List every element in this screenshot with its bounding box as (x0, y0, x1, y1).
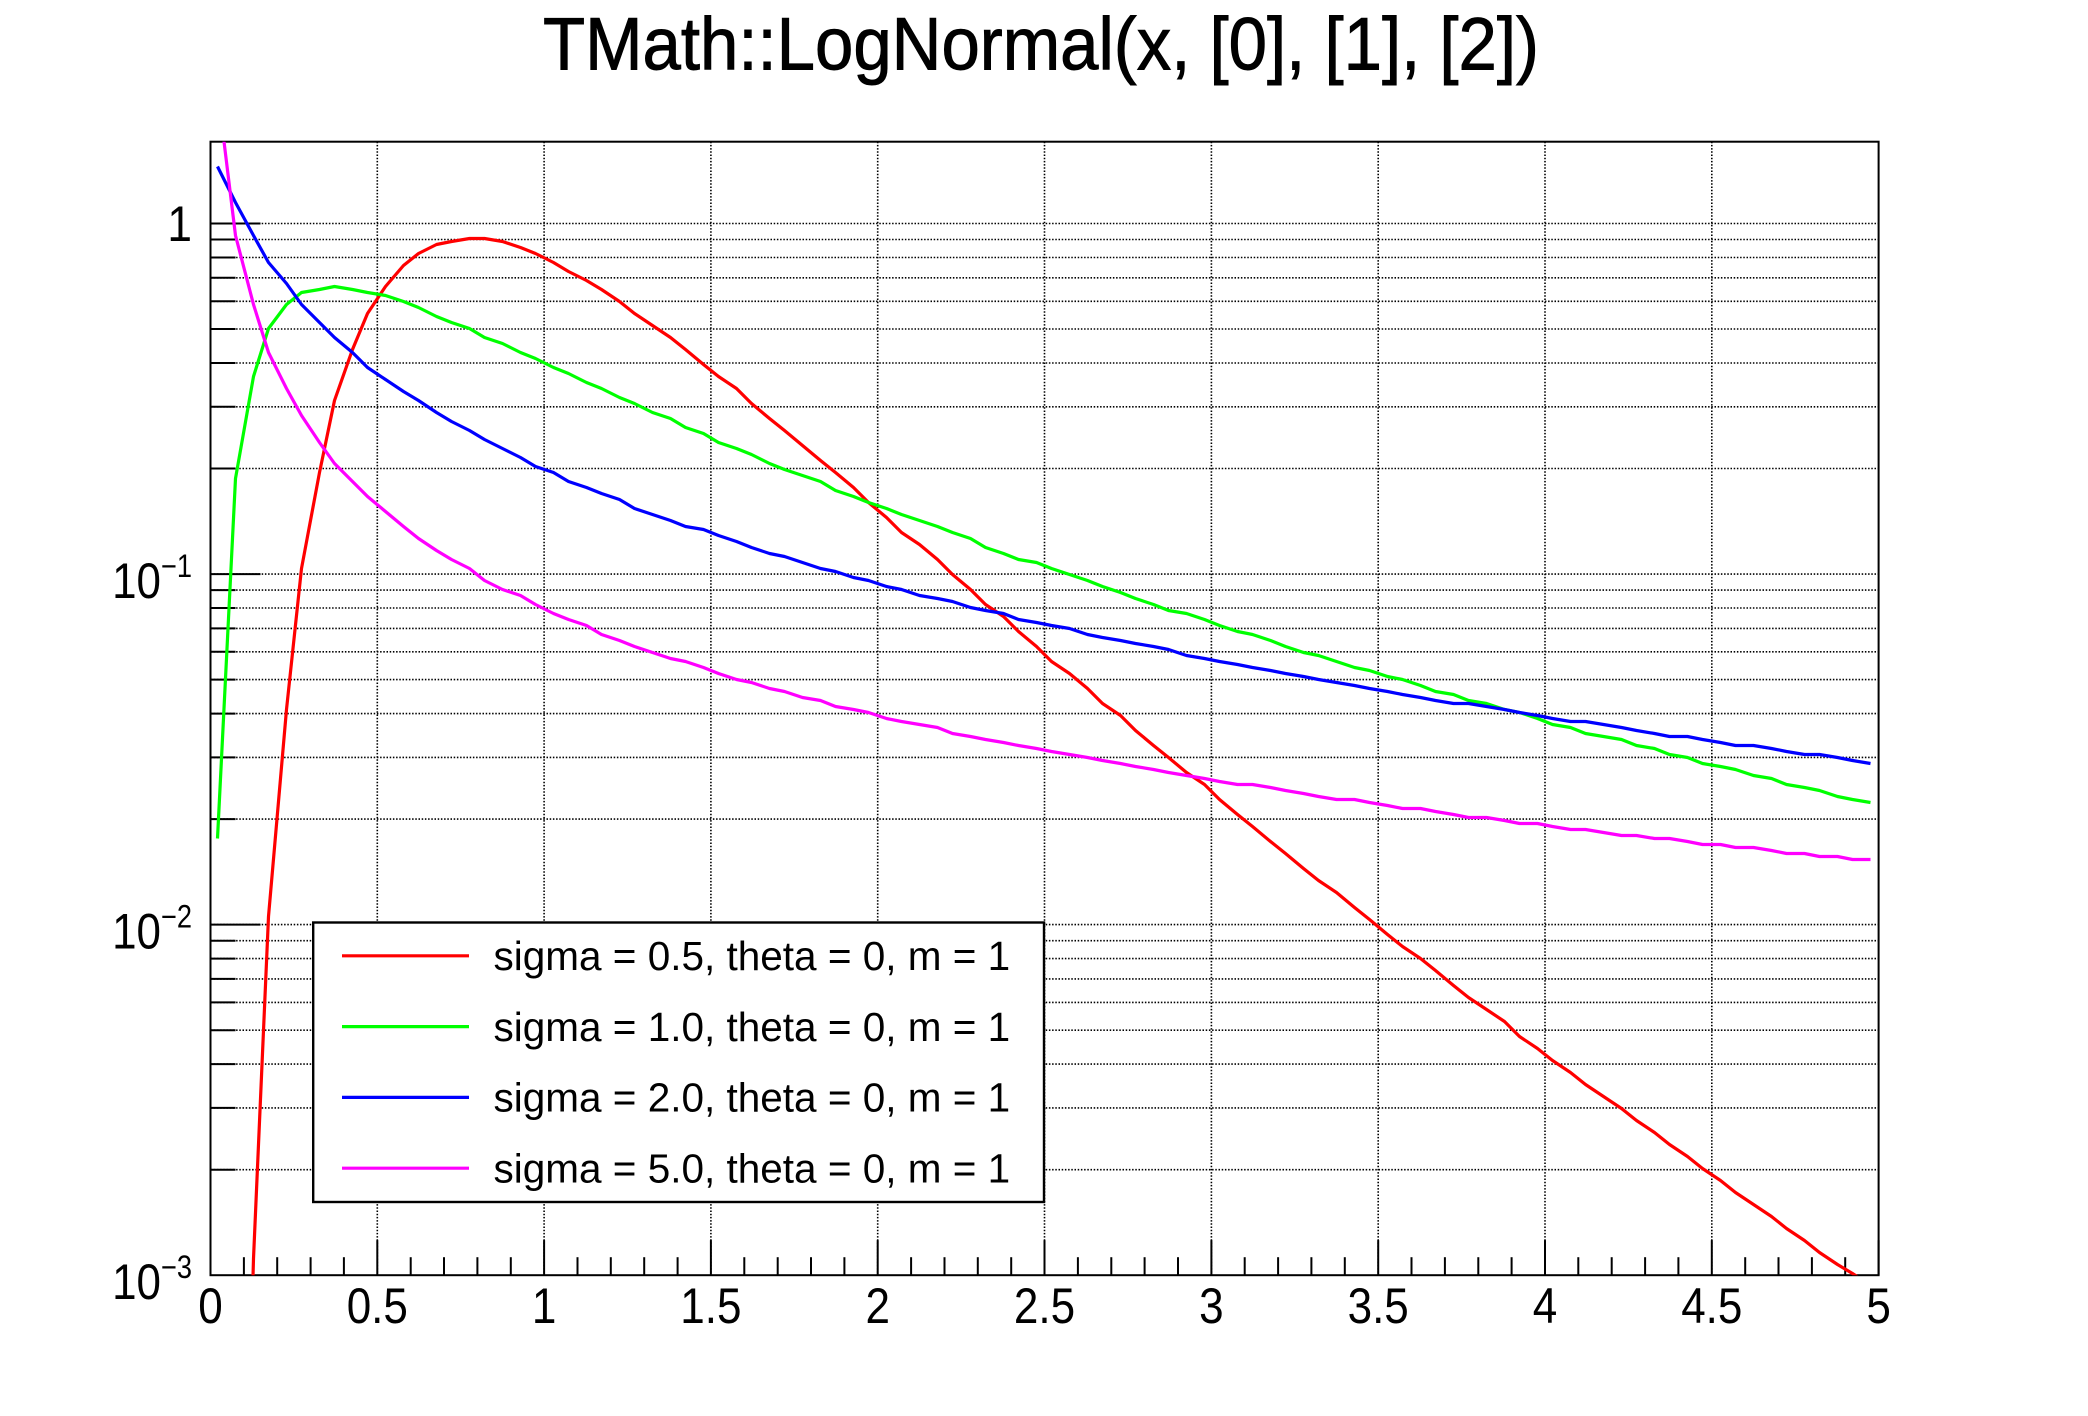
svg-text:2: 2 (865, 1278, 890, 1334)
svg-text:sigma = 5.0, theta = 0, m = 1: sigma = 5.0, theta = 0, m = 1 (494, 1145, 1011, 1191)
svg-text:1: 1 (167, 196, 192, 252)
svg-text:1: 1 (532, 1278, 557, 1334)
svg-text:2.5: 2.5 (1014, 1278, 1075, 1334)
svg-text:3.5: 3.5 (1348, 1278, 1409, 1334)
svg-text:sigma = 1.0, theta = 0, m = 1: sigma = 1.0, theta = 0, m = 1 (494, 1004, 1011, 1050)
svg-text:10−1: 10−1 (112, 548, 192, 609)
svg-text:0: 0 (198, 1278, 223, 1334)
svg-text:5: 5 (1866, 1278, 1891, 1334)
svg-text:10−3: 10−3 (112, 1249, 192, 1310)
svg-text:4: 4 (1533, 1278, 1558, 1334)
svg-text:1.5: 1.5 (680, 1278, 741, 1334)
svg-text:0.5: 0.5 (347, 1278, 408, 1334)
svg-text:4.5: 4.5 (1681, 1278, 1742, 1334)
svg-text:TMath::LogNormal(x, [0], [1],: TMath::LogNormal(x, [0], [1], [2]) (543, 3, 1539, 86)
svg-text:10−2: 10−2 (112, 899, 192, 960)
svg-text:3: 3 (1199, 1278, 1224, 1334)
svg-text:sigma = 0.5, theta = 0, m = 1: sigma = 0.5, theta = 0, m = 1 (494, 933, 1011, 979)
svg-text:sigma = 2.0, theta = 0, m = 1: sigma = 2.0, theta = 0, m = 1 (494, 1075, 1011, 1121)
